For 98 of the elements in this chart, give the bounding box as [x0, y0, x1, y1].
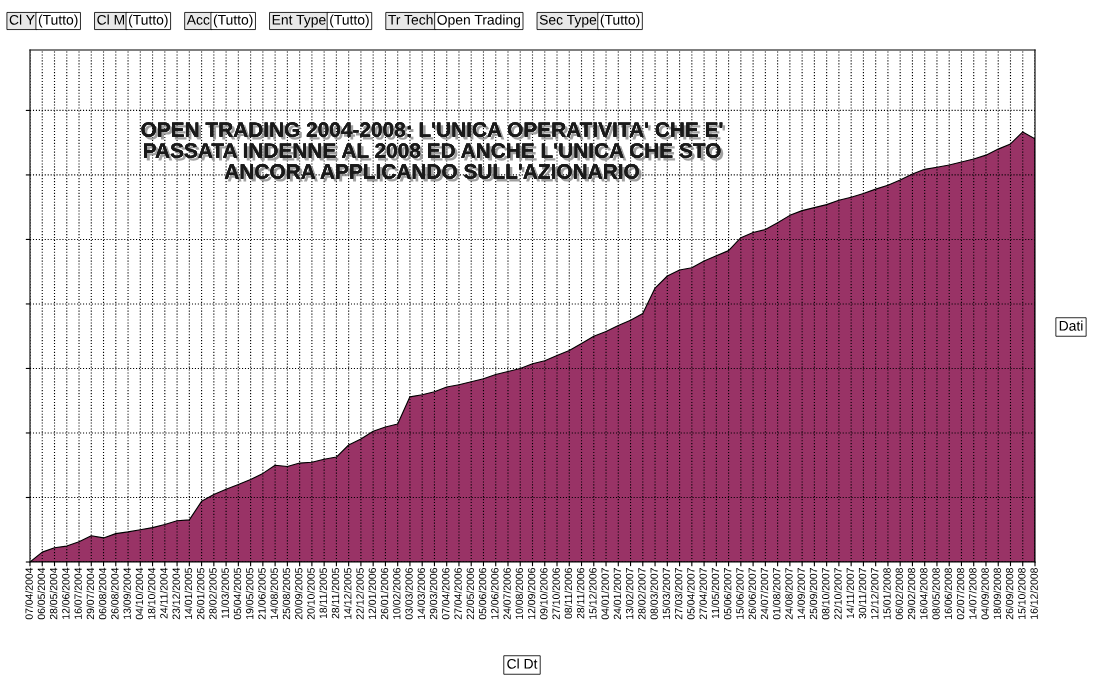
x-tick-label: 14/01/2005	[184, 567, 193, 619]
x-tick-label: 19/05/2005	[245, 567, 254, 619]
x-tick-label: 12/06/2004	[61, 567, 70, 619]
x-tick-label: 16/06/2008	[944, 568, 952, 619]
x-tick-label: 27/10/2006	[552, 568, 560, 620]
x-tick-label: 26/06/2007	[748, 568, 756, 620]
x-tick-label: 05/04/2007	[686, 568, 695, 620]
x-tick-label: 14/03/2006	[417, 568, 425, 619]
text: Ent Type	[272, 15, 326, 28]
chart-title: OPEN TRADING 2004-2008: L'UNICA OPERATIVITA' CHE E' PASSATA INDENNE AL 2008 ED ANCHE L'UNICA CHE STO ANCORA APPLICANDO SULL'AZIONARIO	[141, 122, 726, 182]
x-tick-label: 24/01/2007	[613, 568, 622, 620]
x-tick-label: 14/09/2007	[797, 568, 805, 619]
x-tick-label: 10/08/2006	[515, 568, 524, 619]
x-tick-label: 24/07/2006	[503, 568, 511, 620]
x-tick-label: 24/08/2007	[785, 568, 793, 620]
x-tick-label: 13/02/2007	[625, 568, 634, 619]
x-tick-label: 26/01/2006	[380, 568, 389, 620]
x-tick-label: 10/02/2006	[392, 568, 401, 619]
x-tick-label: 15/03/2007	[662, 568, 671, 619]
x-tick-label: 26/01/2005	[196, 567, 205, 620]
x-tick-label: 21/06/2005	[258, 567, 266, 620]
x-tick-label: 05/04/2005	[233, 567, 242, 620]
x-tick-label: 14/07/2008	[968, 568, 977, 619]
x-tick-label: 08/11/2006	[564, 568, 573, 619]
x-tick-label: 04/10/2004	[135, 567, 144, 620]
x-tick-label: 28/11/2005	[331, 567, 340, 619]
text: (Tutto)	[38, 14, 78, 28]
x-tick-label: 28/02/2005	[208, 567, 217, 620]
x-tick-label: 25/09/2007	[809, 568, 818, 620]
x-tick-label: 15/12/2006	[588, 568, 597, 619]
x-tick-label: 27/04/2007	[699, 568, 707, 620]
x-tick-label: 06/02/2008	[895, 568, 903, 620]
x-tick-label: 18/09/2008	[993, 568, 1002, 619]
x-tick-label: 28/05/2004	[49, 567, 58, 620]
x-tick-label: 04/09/2008	[981, 568, 989, 620]
x-tick-label: 12/09/2006	[527, 568, 536, 619]
x-tick-label: 12/06/2006	[490, 568, 499, 619]
x-tick-label: 18/10/2004	[147, 567, 156, 619]
text: Dati	[1059, 320, 1083, 331]
x-tick-label: 06/08/2004	[98, 567, 107, 620]
x-tick-label: 24/11/2004	[159, 567, 168, 619]
x-tick-label: 27/04/2006	[454, 568, 462, 620]
x-tick-label: 22/10/2007	[834, 568, 842, 620]
x-tick-label: 29/02/2008	[907, 568, 916, 620]
x-tick-label: 05/06/2006	[478, 568, 487, 620]
x-tick-label: 22/05/2006	[466, 568, 475, 620]
x-tick-label: 14/11/2007	[846, 568, 854, 619]
text: (Tutto)	[600, 14, 640, 28]
x-tick-label: 01/08/2007	[772, 568, 781, 620]
x-tick-label: 06/05/2004	[37, 567, 46, 620]
x-tick-label: 11/03/2005	[221, 567, 229, 619]
x-tick-label: 18/11/2005	[319, 567, 327, 619]
x-tick-label: 16/04/2008	[919, 568, 928, 619]
x-tick-label: 22/12/2005	[356, 567, 364, 620]
text: (Tutto)	[330, 14, 369, 28]
x-tick-label: 26/08/2004	[110, 567, 119, 620]
text: Cl Dt	[507, 658, 538, 669]
x-tick-label: 11/05/2007	[711, 568, 720, 619]
x-tick-label: 28/02/2007	[637, 568, 646, 620]
x-tick-label: 03/03/2006	[405, 568, 413, 620]
x-tick-label: 20/10/2005	[307, 567, 315, 620]
x-tick-label: 09/10/2006	[539, 568, 548, 620]
x-tick-label: 13/09/2004	[123, 567, 131, 619]
x-tick-label: 14/12/2005	[343, 567, 352, 619]
x-tick-label: 26/09/2008	[1005, 568, 1014, 620]
x-tick-label: 29/07/2004	[86, 567, 95, 620]
x-tick-label: 16/07/2004	[74, 567, 82, 619]
x-tick-label: 20/09/2005	[294, 567, 303, 620]
x-tick-label: 29/03/2006	[429, 568, 438, 620]
x-tick-label: 08/03/2007	[650, 568, 658, 620]
x-tick-label: 14/08/2005	[270, 567, 278, 619]
x-tick-label: 15/01/2008	[883, 568, 891, 619]
text: Open Trading	[437, 14, 521, 28]
x-tick-label: 12/12/2007	[870, 568, 879, 619]
x-tick-label: 30/11/2007	[858, 568, 867, 619]
text: Cl Y	[9, 14, 35, 25]
text: Acc	[186, 15, 210, 25]
x-tick-label: 04/01/2007	[601, 568, 609, 620]
text: Sec Type	[539, 14, 597, 28]
x-tick-label: 07/04/2006	[441, 568, 450, 620]
x-tick-label: 23/12/2004	[172, 567, 180, 620]
x-tick-label: 27/03/2007	[674, 568, 683, 620]
text: Tr Tech	[388, 14, 433, 25]
x-tick-label: 07/04/2004	[25, 567, 33, 620]
x-tick-label: 16/12/2008	[1030, 568, 1038, 619]
x-tick-label: 08/05/2008	[932, 568, 940, 620]
text: Cl M	[97, 14, 125, 25]
text: (Tutto)	[213, 14, 253, 28]
x-tick-label: 02/07/2008	[956, 568, 965, 620]
x-tick-label: 28/11/2006	[576, 568, 585, 619]
x-tick-label: 24/07/2007	[760, 568, 769, 620]
x-tick-label: 15/10/2008	[1017, 568, 1026, 619]
x-tick-label: 08/10/2007	[821, 568, 830, 620]
text: (Tutto)	[128, 14, 168, 28]
x-tick-label: 15/06/2007	[736, 568, 744, 619]
x-tick-label: 12/01/2006	[368, 568, 376, 619]
x-tick-label: 05/06/2007	[723, 568, 732, 620]
x-tick-label: 25/08/2005	[282, 567, 291, 620]
